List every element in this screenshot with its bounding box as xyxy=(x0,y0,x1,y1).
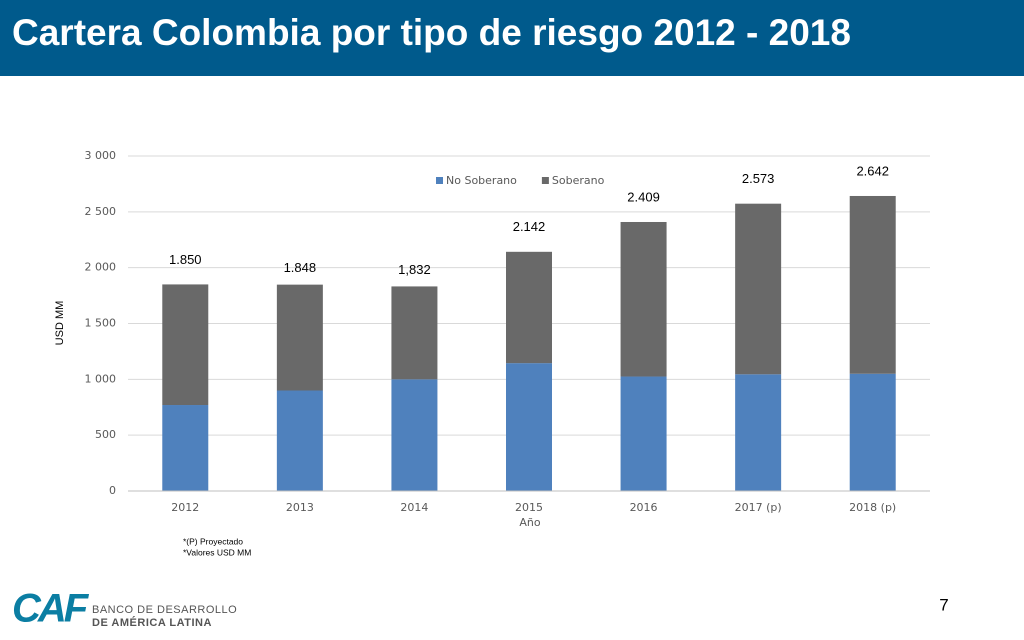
note: *Valores USD MM xyxy=(183,547,251,557)
y-axis-title: USD MM xyxy=(54,301,66,346)
x-tick-label: 2013 xyxy=(286,501,314,514)
y-tick-label: 3 000 xyxy=(85,149,117,162)
y-tick-label: 0 xyxy=(109,484,116,497)
bar-segment xyxy=(276,284,323,391)
bar-segment xyxy=(162,284,209,406)
note: *(P) Proyectado xyxy=(183,536,243,546)
bar-segment xyxy=(391,379,438,491)
total-label: 1.848 xyxy=(284,260,317,275)
x-tick-label: 2018 (p) xyxy=(849,501,896,514)
y-tick-label: 2 000 xyxy=(85,261,117,274)
x-tick-label: 2015 xyxy=(515,501,543,514)
bar-segment xyxy=(849,373,896,491)
total-label: 1.850 xyxy=(169,252,202,267)
header-bar xyxy=(0,0,1024,76)
y-tick-label: 1 000 xyxy=(85,372,117,385)
bar-segment xyxy=(162,405,209,491)
total-label: 2.409 xyxy=(627,189,660,204)
legend-label: No Soberano xyxy=(446,174,517,187)
x-axis-title: Año xyxy=(519,516,540,529)
y-tick-label: 1 500 xyxy=(85,317,117,330)
total-label: 2.573 xyxy=(742,171,775,186)
bar-segment xyxy=(506,251,552,364)
logo: CAF xyxy=(12,587,90,631)
bar-segment xyxy=(506,363,552,491)
bar-segment xyxy=(620,221,667,377)
bar-segment xyxy=(735,203,782,375)
bar-segment xyxy=(276,390,323,491)
y-tick-label: 2 500 xyxy=(85,205,117,218)
total-label: 2.142 xyxy=(513,219,546,234)
legend-swatch xyxy=(436,177,443,184)
bar-segment xyxy=(620,376,667,491)
org-name: DE AMÉRICA LATINA xyxy=(92,616,212,629)
total-label: 1,832 xyxy=(398,262,431,277)
x-tick-label: 2012 xyxy=(171,501,199,514)
x-tick-label: 2016 xyxy=(630,501,658,514)
slide-title: Cartera Colombia por tipo de riesgo 2012… xyxy=(12,12,851,53)
total-label: 2.642 xyxy=(856,163,889,178)
bar-segment xyxy=(391,286,438,380)
legend-swatch xyxy=(541,177,549,184)
y-tick-label: 500 xyxy=(95,428,116,441)
bar-segment xyxy=(849,195,896,374)
legend-label: Soberano xyxy=(552,174,605,187)
x-tick-label: 2014 xyxy=(400,501,428,514)
page-number: 7 xyxy=(939,595,948,614)
org-name: BANCO DE DESARROLLO xyxy=(92,604,237,616)
x-tick-label: 2017 (p) xyxy=(735,501,782,514)
bar-segment xyxy=(735,374,782,491)
